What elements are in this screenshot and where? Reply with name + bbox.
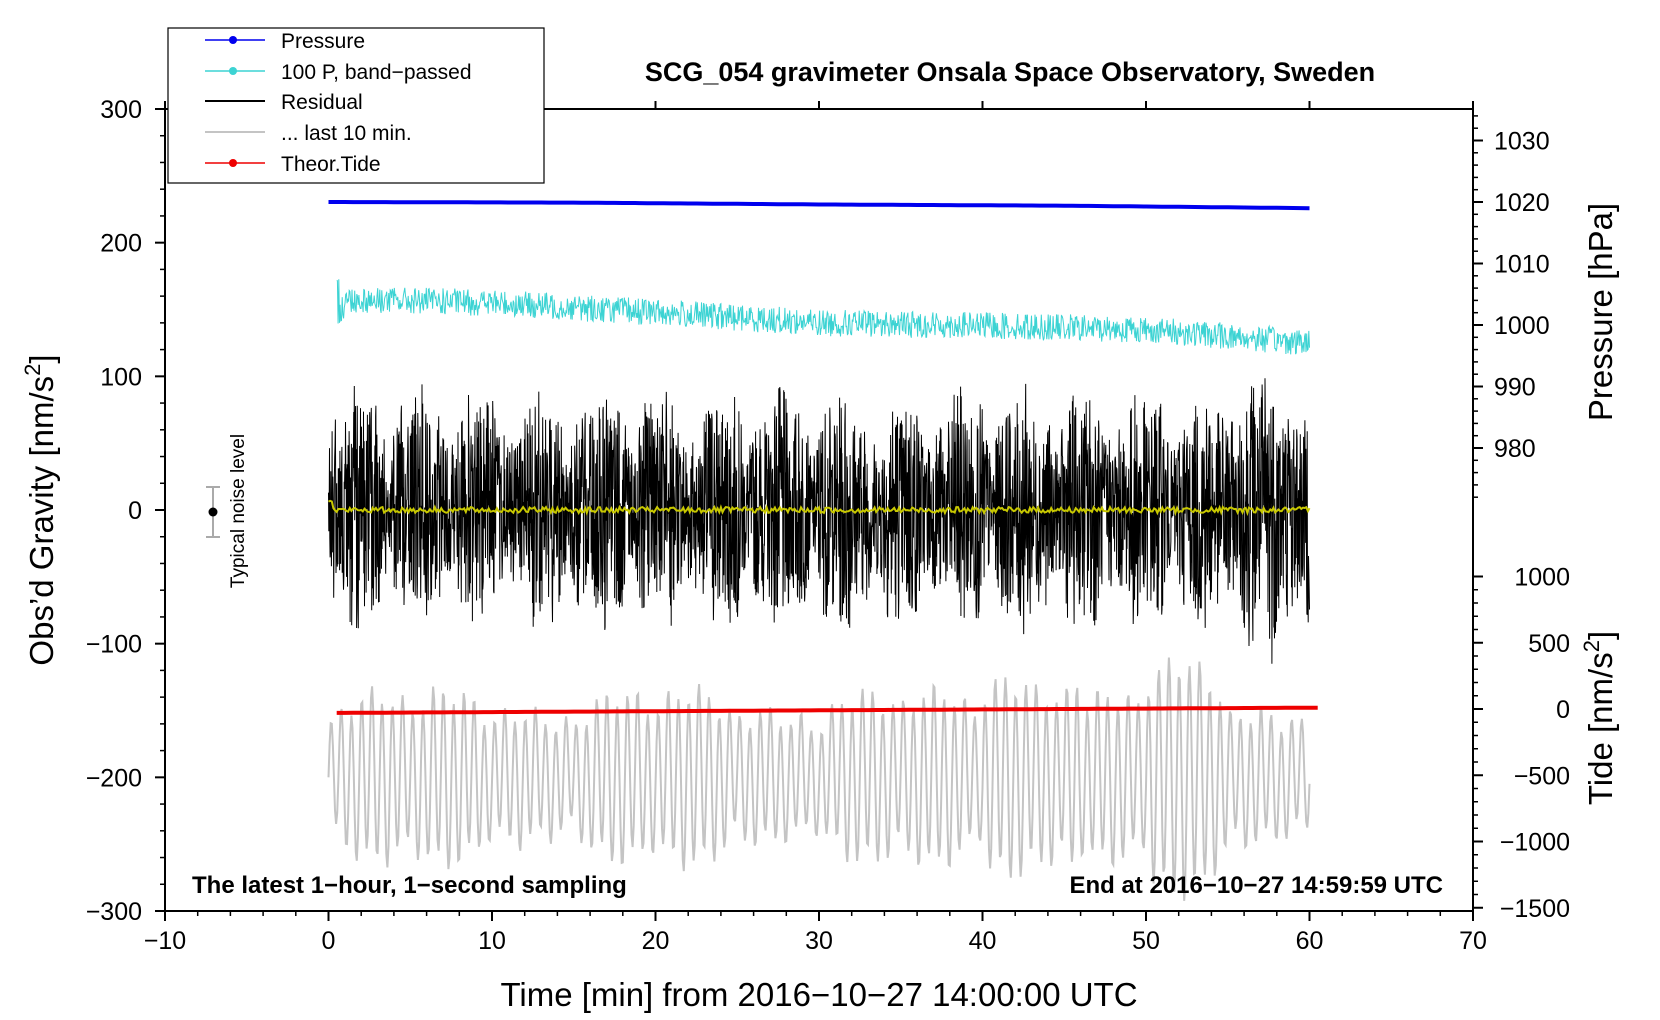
x-tick-label-6: 50 bbox=[1132, 927, 1160, 955]
x-tick-label-8: 70 bbox=[1459, 927, 1487, 955]
tide-tick-label-5: 1000 bbox=[1514, 564, 1570, 592]
x-tick-labels: −10 0 10 20 30 40 50 60 70 bbox=[144, 927, 1487, 955]
pressure-tick-label-5: 1030 bbox=[1494, 128, 1550, 156]
chart-title: SCG_054 gravimeter Onsala Space Observat… bbox=[645, 57, 1375, 87]
series-theoretical-tide bbox=[336, 705, 1318, 715]
series-band-passed bbox=[336, 279, 1310, 355]
y-tick-label-3: 0 bbox=[128, 497, 142, 525]
x-tick-label-5: 40 bbox=[969, 927, 997, 955]
annotation-end-time: End at 2016−10−27 14:59:59 UTC bbox=[1069, 872, 1443, 899]
x-tick-label-3: 20 bbox=[642, 927, 670, 955]
noise-level-indicator: Typical noise level bbox=[206, 434, 249, 588]
left-tick-labels: −300 −200 −100 0 100 200 300 bbox=[86, 96, 142, 926]
tide-tick-label-3: 0 bbox=[1556, 696, 1570, 724]
x-tick-label-1: 0 bbox=[322, 927, 336, 955]
pressure-tick-labels: 980 990 1000 1010 1020 1030 bbox=[1494, 128, 1550, 464]
y-tick-label-4: 100 bbox=[100, 363, 142, 391]
legend-item-residual: Residual bbox=[205, 91, 363, 114]
svg-text:Residual: Residual bbox=[281, 91, 363, 114]
x-tick-label-7: 60 bbox=[1296, 927, 1324, 955]
x-tick-label-0: −10 bbox=[144, 927, 186, 955]
svg-text:100 P, band−passed: 100 P, band−passed bbox=[281, 61, 472, 84]
legend-item-tide: Theor.Tide bbox=[205, 153, 381, 176]
series-mean-residual bbox=[328, 499, 1311, 517]
annotation-sampling: The latest 1−hour, 1−second sampling bbox=[192, 872, 627, 899]
noise-center-dot bbox=[208, 507, 218, 517]
left-axis-title: Obs’d Gravity [nm/s2] bbox=[20, 354, 60, 665]
y-tick-label-1: −200 bbox=[86, 764, 142, 792]
pressure-tick-label-2: 1000 bbox=[1494, 312, 1550, 340]
pressure-tick-label-3: 1010 bbox=[1494, 251, 1550, 279]
tide-tick-label-2: −500 bbox=[1514, 762, 1570, 790]
noise-label: Typical noise level bbox=[228, 434, 249, 588]
svg-text:Pressure: Pressure bbox=[281, 30, 365, 53]
tide-tick-label-4: 500 bbox=[1528, 630, 1570, 658]
pressure-tick-label-1: 990 bbox=[1494, 374, 1536, 402]
legend-item-pressure: Pressure bbox=[205, 30, 365, 53]
pressure-axis-title: Pressure [hPa] bbox=[1582, 203, 1619, 421]
x-tick-label-2: 10 bbox=[478, 927, 506, 955]
legend-box bbox=[167, 27, 545, 184]
x-axis-title: Time [min] from 2016−10−27 14:00:00 UTC bbox=[500, 976, 1137, 1013]
svg-text:Theor.Tide: Theor.Tide bbox=[281, 153, 381, 176]
tide-tick-label-1: −1000 bbox=[1500, 829, 1570, 857]
x-tick-label-4: 30 bbox=[805, 927, 833, 955]
y-tick-label-0: −300 bbox=[86, 898, 142, 926]
series-residual bbox=[328, 378, 1310, 664]
y-tick-label-6: 300 bbox=[100, 96, 142, 124]
svg-text:... last 10 min.: ... last 10 min. bbox=[281, 122, 412, 145]
y-tick-label-5: 200 bbox=[100, 230, 142, 258]
series-layer bbox=[327, 200, 1318, 901]
legend: Pressure 100 P, band−passed Residual ...… bbox=[167, 27, 545, 184]
pressure-tick-label-4: 1020 bbox=[1494, 189, 1550, 217]
series-last-10-min bbox=[327, 657, 1311, 901]
tide-tick-label-0: −1500 bbox=[1500, 895, 1570, 923]
legend-item-bandpassed: 100 P, band−passed bbox=[205, 61, 472, 84]
tick-marks bbox=[155, 101, 1483, 921]
pressure-tick-label-0: 980 bbox=[1494, 435, 1536, 463]
tide-tick-labels: −1500 −1000 −500 0 500 1000 bbox=[1500, 564, 1570, 923]
legend-item-last10: ... last 10 min. bbox=[205, 122, 412, 145]
tide-axis-title: Tide [nm/s2] bbox=[1579, 631, 1619, 805]
series-pressure bbox=[328, 200, 1310, 211]
y-tick-label-2: −100 bbox=[86, 631, 142, 659]
